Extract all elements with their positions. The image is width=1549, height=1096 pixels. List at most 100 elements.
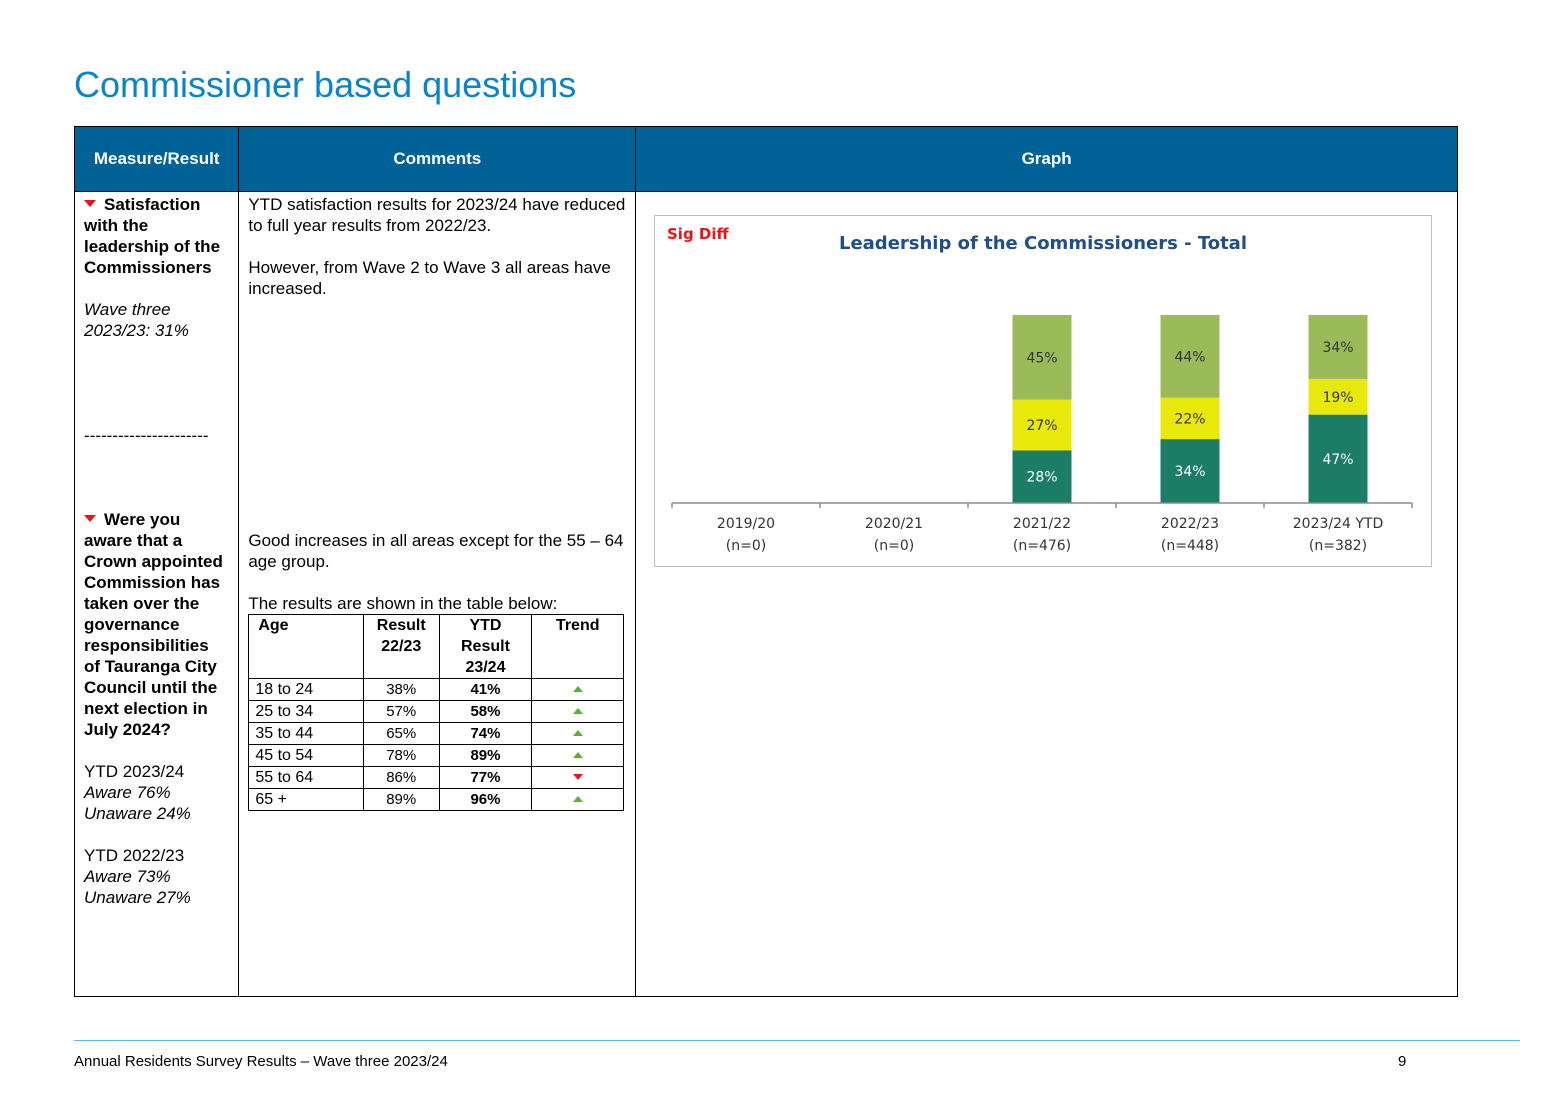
chart-data-label: 47% (1322, 452, 1353, 468)
x-tick-label: 2019/20 (717, 516, 775, 532)
header-measure: Measure/Result (73, 126, 240, 192)
wave-note-1: Wave three (84, 300, 171, 319)
age-cell: 35 to 44 (248, 722, 364, 745)
ytd-2223-aware: Aware 73% (84, 867, 171, 886)
page-title: Commissioner based questions (74, 64, 577, 105)
x-tick-sublabel: (n=0) (726, 538, 766, 554)
result-cell: 65% (362, 722, 440, 745)
results-table: Measure/Result Comments Graph Satisfacti… (73, 126, 1458, 997)
x-tick-sublabel: (n=476) (1013, 538, 1071, 554)
header-comments: Comments (238, 126, 637, 192)
trend-up-icon (572, 686, 583, 692)
x-tick-label: 2020/21 (865, 516, 923, 532)
x-tick-sublabel: (n=448) (1161, 538, 1219, 554)
x-tick-label: 2021/22 (1013, 516, 1071, 532)
age-cell: 25 to 34 (248, 700, 364, 723)
footer-divider (74, 1040, 1520, 1041)
trend-cell (531, 722, 625, 745)
age-cell: 55 to 64 (248, 766, 364, 789)
wave-note-2: 2023/23: 31% (84, 321, 189, 340)
age-table-row: 18 to 24 38% 41% (248, 678, 625, 701)
chart-bar-segment (1308, 414, 1368, 503)
ytd-cell: 77% (438, 766, 533, 789)
result-cell: 89% (362, 788, 440, 811)
trend-down-icon (572, 774, 583, 780)
trend-up-icon (572, 730, 583, 736)
leadership-chart: Leadership of the Commissioners - Total S… (654, 215, 1432, 567)
result-cell: 38% (362, 678, 440, 701)
trend-cell (531, 788, 625, 811)
result-cell: 57% (362, 700, 440, 723)
result-cell: 78% (362, 744, 440, 767)
age-table-header: Age Result 22/23 YTD Result 23/24 Trend (248, 614, 625, 679)
age-cell: 18 to 24 (248, 678, 364, 701)
chart-data-label: 28% (1026, 470, 1057, 486)
chart-bar-segment (1012, 399, 1072, 451)
chart-data-label: 34% (1322, 340, 1353, 356)
age-table-row: 55 to 64 86% 77% (248, 766, 625, 789)
ytd-2324-unaware: Unaware 24% (84, 804, 191, 823)
ytd-cell: 58% (438, 700, 533, 723)
result-header: Result 22/23 (362, 614, 440, 679)
chart-svg: Leadership of the Commissioners - Total S… (667, 225, 1413, 554)
separator-line: ---------------------- (84, 426, 209, 445)
trend-header: Trend (531, 614, 625, 679)
ytd-2324-aware: Aware 76% (84, 783, 171, 802)
x-tick-sublabel: (n=382) (1309, 538, 1367, 554)
age-table-row: 25 to 34 57% 58% (248, 700, 625, 723)
comment-satisfaction-2: However, from Wave 2 to Wave 3 all areas… (248, 258, 611, 298)
chart-data-label: 44% (1174, 349, 1205, 365)
age-table-row: 35 to 44 65% 74% (248, 722, 625, 745)
x-tick-label: 2023/24 YTD (1293, 516, 1384, 532)
ytd-header: YTD Result 23/24 (438, 614, 533, 679)
chart-title: Leadership of the Commissioners - Total (839, 233, 1247, 254)
chart-bar-segment (1308, 378, 1368, 415)
trend-cell (531, 700, 625, 723)
comments-cell: YTD satisfaction results for 2023/24 hav… (238, 191, 637, 997)
chart-data-label: 45% (1026, 350, 1057, 366)
ytd-cell: 74% (438, 722, 533, 745)
header-graph: Graph (635, 126, 1458, 192)
measure-cell: Satisfaction with the leadership of the … (73, 191, 240, 997)
age-cell: 45 to 54 (248, 744, 364, 767)
trend-cell (531, 766, 625, 789)
sig-diff-label: Sig Diff (667, 225, 729, 243)
comment-awareness-2: The results are shown in the table below… (248, 594, 558, 613)
trend-up-icon (572, 796, 583, 802)
ytd-cell: 41% (438, 678, 533, 701)
trend-up-icon (572, 708, 583, 714)
chart-bar-segment (1160, 439, 1220, 503)
ytd-cell: 96% (438, 788, 533, 811)
comment-satisfaction-1: YTD satisfaction results for 2023/24 hav… (248, 195, 626, 235)
chart-bar-segment (1012, 315, 1072, 400)
measure-awareness: Were you aware that a Crown appointed Co… (84, 510, 223, 739)
ytd-cell: 89% (438, 744, 533, 767)
chart-bar-segment (1160, 315, 1220, 398)
chart-data-label: 22% (1174, 411, 1205, 427)
chart-data-label: 19% (1322, 390, 1353, 406)
age-table: Age Result 22/23 YTD Result 23/24 Trend … (248, 614, 625, 811)
age-table-row: 45 to 54 78% 89% (248, 744, 625, 767)
chart-data-label: 27% (1026, 418, 1057, 434)
page-number: 9 (1398, 1053, 1407, 1070)
trend-up-icon (572, 752, 583, 758)
chart-bar-segment (1308, 315, 1368, 379)
trend-cell (531, 678, 625, 701)
ytd-2324-label: YTD 2023/24 (84, 762, 185, 781)
age-cell: 65 + (248, 788, 364, 811)
result-cell: 86% (362, 766, 440, 789)
chart-data-label: 34% (1174, 464, 1205, 480)
ytd-2223-label: YTD 2022/23 (84, 846, 185, 865)
measure-satisfaction: Satisfaction with the leadership of the … (84, 195, 221, 277)
chart-bar-segment (1160, 397, 1220, 440)
comment-awareness-1: Good increases in all areas except for t… (248, 531, 624, 571)
x-tick-label: 2022/23 (1161, 516, 1219, 532)
decrease-arrow-icon (84, 200, 96, 207)
age-table-row: 65 +89% 96% (248, 788, 625, 811)
footer-text: Annual Residents Survey Results – Wave t… (74, 1053, 448, 1070)
age-header: Age (248, 614, 364, 679)
x-tick-sublabel: (n=0) (874, 538, 914, 554)
decrease-arrow-icon (84, 515, 96, 522)
ytd-2223-unaware: Unaware 27% (84, 888, 191, 907)
chart-bar-segment (1012, 450, 1072, 503)
